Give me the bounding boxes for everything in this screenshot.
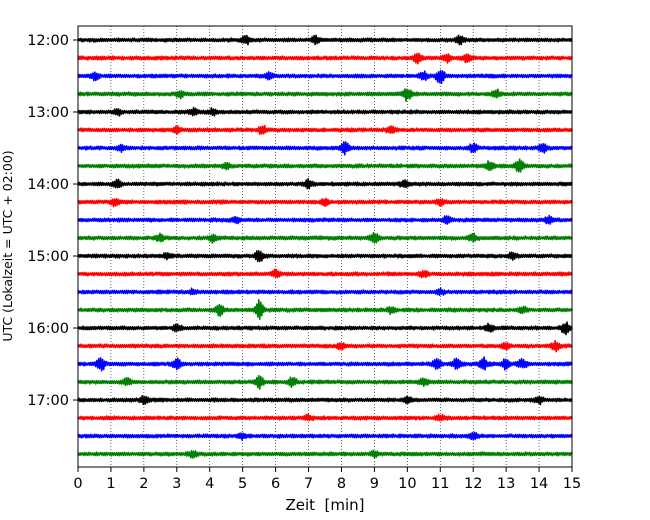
x-tick-label-1: 1 (106, 476, 115, 492)
y-axis-label: UTC (Lokalzeit = UTC + 02:00) (0, 150, 15, 341)
trace-row-1630 (77, 356, 573, 372)
y-tick-label-1500: 15:00 (27, 249, 69, 265)
trace-row-1245 (77, 88, 573, 103)
x-tick-label-12: 12 (464, 476, 482, 492)
trace-row-1730 (77, 431, 573, 441)
x-tick-label-13: 13 (497, 476, 515, 492)
trace-row-1400 (77, 177, 573, 190)
trace-row-1315 (77, 124, 573, 136)
x-tick-label-4: 4 (205, 476, 214, 492)
trace-row-1300 (77, 106, 573, 117)
trace-row-1645 (77, 374, 573, 390)
y-tick-label-1300: 13:00 (27, 105, 69, 121)
y-tick-label-1400: 14:00 (27, 177, 69, 193)
plot-frame (77, 25, 573, 468)
trace-row-1330 (77, 141, 573, 156)
x-axis-label: Zeit [min] (285, 496, 364, 514)
trace-row-1545 (77, 298, 573, 320)
trace-row-1530 (77, 287, 573, 297)
x-tick-label-8: 8 (337, 476, 346, 492)
trace-row-1345 (77, 158, 573, 173)
x-tick-label-10: 10 (398, 476, 416, 492)
y-tick-label-1200: 12:00 (27, 33, 69, 49)
x-tick-label-7: 7 (304, 476, 313, 492)
y-tick-label-1600: 16:00 (27, 321, 69, 337)
trace-row-1215 (77, 52, 573, 65)
x-tick-label-9: 9 (370, 476, 379, 492)
x-tick-label-2: 2 (139, 476, 148, 492)
trace-row-1445 (77, 232, 573, 244)
x-tick-label-0: 0 (73, 476, 82, 492)
x-tick-label-11: 11 (431, 476, 449, 492)
x-tick-label-15: 15 (563, 476, 581, 492)
trace-row-1515 (77, 268, 573, 279)
trace-row-1615 (77, 339, 573, 353)
trace-row-1600 (77, 321, 573, 336)
x-tick-label-14: 14 (530, 476, 548, 492)
trace-row-1500 (77, 250, 573, 263)
x-tick-label-5: 5 (238, 476, 247, 492)
y-tick-label-1700: 17:00 (27, 393, 69, 409)
seismic-traces (77, 34, 573, 459)
trace-row-1745 (77, 449, 573, 459)
trace-row-1230 (77, 69, 573, 84)
trace-row-1200 (77, 34, 573, 46)
trace-row-1715 (77, 413, 573, 422)
x-tick-label-3: 3 (172, 476, 181, 492)
trace-row-1700 (77, 395, 573, 406)
trace-row-1430 (77, 214, 573, 225)
x-tick-label-6: 6 (271, 476, 280, 492)
axis-ticks: 0 1 2 3 4 5 6 7 8 9 10 11 12 13 14 1512:0013:0014:0015:… (27, 33, 581, 492)
trace-row-1415 (77, 197, 573, 208)
